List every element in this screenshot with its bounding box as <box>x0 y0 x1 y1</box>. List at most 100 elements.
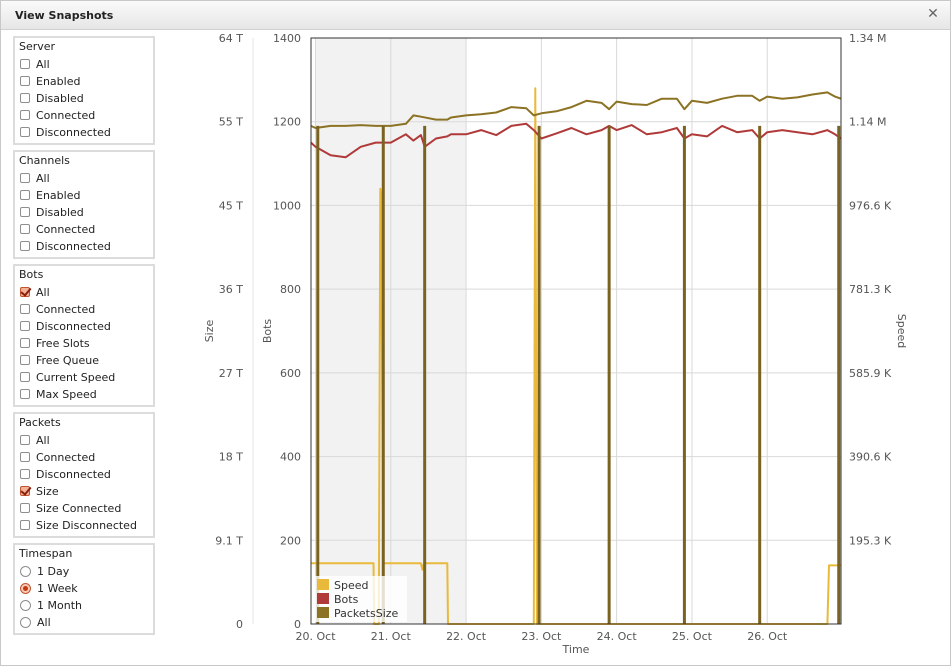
channels-all-option[interactable]: All <box>20 170 50 186</box>
bots-tick-label: 400 <box>280 451 301 464</box>
option-label: Size Disconnected <box>36 518 137 532</box>
option-label: Free Queue <box>36 353 99 367</box>
checkbox[interactable] <box>20 389 30 399</box>
option-label: Connected <box>36 302 96 316</box>
option-label: Disconnected <box>36 125 111 139</box>
size-tick-label: 9.1 T <box>215 534 243 547</box>
option-label: All <box>37 615 51 629</box>
checkbox[interactable] <box>20 241 30 251</box>
bots-connected-option[interactable]: Connected <box>20 301 95 317</box>
channels-connected-option[interactable]: Connected <box>20 221 95 237</box>
option-label: 1 Day <box>37 564 70 578</box>
checkbox[interactable] <box>20 287 30 297</box>
option-label: Disabled <box>36 91 84 105</box>
checkbox[interactable] <box>20 520 30 530</box>
bots-free-queue-option[interactable]: Free Queue <box>20 352 99 368</box>
bots-tick-label: 0 <box>294 618 301 631</box>
window-title: View Snapshots <box>15 9 114 22</box>
timespan-1-day-option[interactable]: 1 Day <box>20 563 69 579</box>
size-tick-label: 55 T <box>219 116 243 129</box>
packets-size-option[interactable]: Size <box>20 483 59 499</box>
panel-channels: Channels All Enabled Disabled Connected Disco… <box>13 150 155 259</box>
window-titlebar[interactable]: View Snapshots ✕ <box>1 1 950 30</box>
bots-tick-label: 1200 <box>273 116 301 129</box>
option-label: All <box>36 171 50 185</box>
checkbox[interactable] <box>20 127 30 137</box>
option-label: Free Slots <box>36 336 90 350</box>
legend-box <box>315 576 407 622</box>
x-tick-label: 22. Oct <box>446 630 487 643</box>
checkbox[interactable] <box>20 190 30 200</box>
channels-disconnected-option[interactable]: Disconnected <box>20 238 111 254</box>
checkbox[interactable] <box>20 452 30 462</box>
checkbox[interactable] <box>20 355 30 365</box>
x-tick-label: 24. Oct <box>597 630 638 643</box>
checkbox[interactable] <box>20 93 30 103</box>
packets-size-connected-option[interactable]: Size Connected <box>20 500 121 516</box>
timespan-1-week-option[interactable]: 1 Week <box>20 580 78 596</box>
bots-all-option[interactable]: All <box>20 284 50 300</box>
snapshot-chart: 0 200 400 600 800 1000 1200 1400 0 9.1 T 18 T 27 T 3… <box>203 32 908 656</box>
speed-tick-label: 781.3 K <box>849 283 892 296</box>
size-tick-label: 18 T <box>219 451 243 464</box>
checkbox[interactable] <box>20 321 30 331</box>
panel-bots: Bots All Connected Disconnected Free Slots Fr… <box>13 264 155 407</box>
radio-button[interactable] <box>20 582 31 594</box>
speed-tick-label: 976.6 K <box>849 199 892 212</box>
packets-all-option[interactable]: All <box>20 432 50 448</box>
checkbox[interactable] <box>20 372 30 382</box>
bots-free-slots-option[interactable]: Free Slots <box>20 335 90 351</box>
checkbox[interactable] <box>20 435 30 445</box>
server-connected-option[interactable]: Connected <box>20 107 95 123</box>
bots-disconnected-option[interactable]: Disconnected <box>20 318 111 334</box>
radio-button[interactable] <box>20 599 31 611</box>
x-tick-label: 20. Oct <box>296 630 337 643</box>
option-label: Disconnected <box>36 239 111 253</box>
server-disconnected-option[interactable]: Disconnected <box>20 124 111 140</box>
channels-enabled-option[interactable]: Enabled <box>20 187 80 203</box>
checkbox[interactable] <box>20 304 30 314</box>
server-disabled-option[interactable]: Disabled <box>20 90 84 106</box>
size-tick-label: 0 <box>236 618 243 631</box>
checkbox[interactable] <box>20 469 30 479</box>
series-line-bots <box>310 122 842 159</box>
checkbox[interactable] <box>20 486 30 496</box>
bots-current-speed-option[interactable]: Current Speed <box>20 369 115 385</box>
size-tick-label: 36 T <box>219 283 243 296</box>
panel-title: Timespan <box>19 547 73 560</box>
speed-tick-label: 585.9 K <box>849 367 892 380</box>
checkbox[interactable] <box>20 207 30 217</box>
size-tick-label: 27 T <box>219 367 243 380</box>
checkbox[interactable] <box>20 173 30 183</box>
option-label: 1 Month <box>37 598 82 612</box>
bots-axis-title: Bots <box>261 319 274 344</box>
bots-tick-label: 800 <box>280 283 301 296</box>
option-label: Size Connected <box>36 501 122 515</box>
radio-button[interactable] <box>20 565 31 577</box>
checkbox[interactable] <box>20 76 30 86</box>
timespan-all-option[interactable]: All <box>20 614 51 630</box>
checkbox[interactable] <box>20 110 30 120</box>
legend-label: Bots <box>334 593 359 606</box>
checkbox[interactable] <box>20 224 30 234</box>
checkbox[interactable] <box>20 59 30 69</box>
server-enabled-option[interactable]: Enabled <box>20 73 80 89</box>
radio-button[interactable] <box>20 616 31 628</box>
bots-max-speed-option[interactable]: Max Speed <box>20 386 97 402</box>
bots-tick-label: 1400 <box>273 32 301 45</box>
checkbox[interactable] <box>20 338 30 348</box>
packets-size-disconnected-option[interactable]: Size Disconnected <box>20 517 137 533</box>
packets-disconnected-option[interactable]: Disconnected <box>20 466 111 482</box>
close-icon[interactable]: ✕ <box>927 6 939 22</box>
timespan-1-month-option[interactable]: 1 Month <box>20 597 82 613</box>
checkbox[interactable] <box>20 503 30 513</box>
speed-tick-label: 195.3 K <box>849 534 892 547</box>
server-all-option[interactable]: All <box>20 56 50 72</box>
option-label: Disconnected <box>36 467 111 481</box>
panel-packets: Packets All Connected Disconnected Size Size … <box>13 412 155 538</box>
option-label: Current Speed <box>36 370 116 384</box>
packets-connected-option[interactable]: Connected <box>20 449 95 465</box>
option-label: Max Speed <box>36 387 97 401</box>
channels-disabled-option[interactable]: Disabled <box>20 204 84 220</box>
